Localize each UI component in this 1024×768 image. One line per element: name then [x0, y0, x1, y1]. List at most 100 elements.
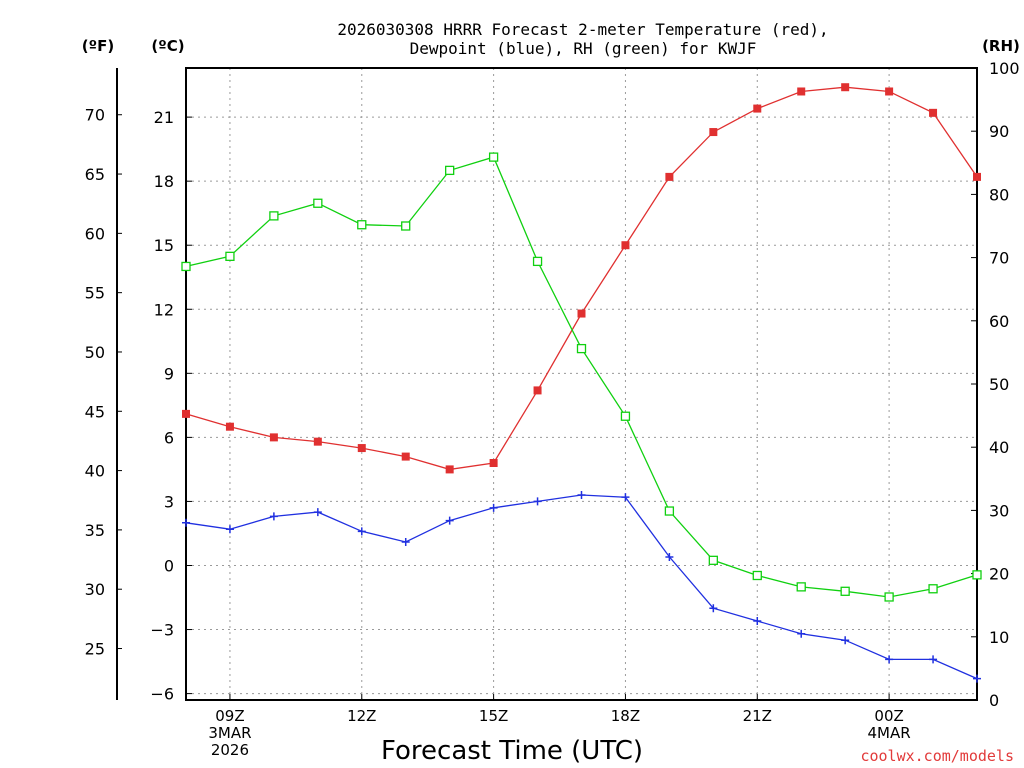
celsius-tick-label: 9: [164, 364, 174, 383]
rh-point: [532, 256, 543, 267]
rh-point: [225, 251, 235, 261]
rh-point: [664, 506, 675, 516]
rh-tick-label: 70: [989, 249, 1009, 268]
rh-point: [620, 411, 631, 421]
fahrenheit-tick-label: 45: [85, 402, 105, 421]
dewpoint-point: [621, 493, 630, 502]
celsius-tick-label: 18: [154, 172, 174, 191]
rh-tick-label: 100: [989, 59, 1020, 78]
temperature-point: [182, 409, 190, 418]
fahrenheit-tick-label: 30: [85, 580, 105, 599]
temperature-point: [797, 87, 806, 96]
temperature-point: [753, 104, 762, 113]
rh-point: [401, 221, 411, 231]
dewpoint-point: [797, 629, 806, 638]
rh-point: [576, 343, 587, 354]
temperature-point: [445, 465, 454, 474]
temperature-point: [665, 172, 674, 181]
grid-lines: [186, 68, 977, 700]
dewpoint-point: [445, 516, 454, 525]
celsius-tick-label: 12: [154, 300, 174, 319]
temperature-point: [401, 452, 410, 461]
rh-point: [840, 586, 850, 596]
rh-point: [928, 584, 938, 594]
celsius-tick-label: 21: [154, 108, 174, 127]
celsius-tick-label: −6: [150, 685, 174, 704]
temperature-point: [313, 437, 322, 446]
temperature-point: [621, 241, 630, 250]
temperature-line: [185, 86, 978, 471]
celsius-tick-label: −3: [150, 621, 174, 640]
x-tick-label: 09Z: [215, 707, 244, 725]
dewpoint-point: [973, 674, 981, 683]
dewpoint-point: [182, 518, 190, 527]
temperature-point: [709, 128, 718, 137]
rh-tick-label: 20: [989, 565, 1009, 584]
rh-point: [357, 220, 367, 230]
dewpoint-point: [665, 552, 674, 561]
celsius-tick-label: 6: [164, 428, 174, 447]
temperature-point: [885, 87, 894, 96]
x-tick-label: 21Z: [743, 707, 772, 725]
x-tick-label: 2026: [211, 741, 249, 759]
x-axis-title: Forecast Time (UTC): [381, 736, 643, 766]
celsius-tick-label: 15: [154, 236, 174, 255]
dewpoint-point: [885, 655, 894, 664]
rh-point: [884, 592, 894, 602]
rh-point: [313, 198, 323, 208]
fahrenheit-tick-label: 50: [85, 343, 105, 362]
rh-line: [185, 156, 978, 598]
rh-point: [445, 165, 455, 176]
rh-tick-label: 10: [989, 628, 1009, 647]
rh-tick-label: 90: [989, 122, 1009, 141]
fahrenheit-tick-label: 55: [85, 284, 105, 303]
rh-point: [708, 555, 718, 565]
fahrenheit-tick-label: 70: [85, 106, 105, 125]
rh-tick-label: 50: [989, 375, 1009, 394]
plot-frame: [185, 67, 978, 701]
x-tick-label: 4MAR: [868, 724, 911, 742]
fahrenheit-tick-label: 60: [85, 224, 105, 243]
fahrenheit-tick-label: 65: [85, 165, 105, 184]
chart-title-line1: 2026030308 HRRR Forecast 2-meter Tempera…: [337, 20, 828, 39]
temperature-point: [841, 83, 850, 92]
celsius-tick-label: 0: [164, 556, 174, 575]
rh-point: [752, 570, 762, 581]
x-tick-label: 12Z: [347, 707, 376, 725]
temperature-point: [929, 108, 938, 117]
x-tick-label: 00Z: [874, 707, 903, 725]
chart-title-line2: Dewpoint (blue), RH (green) for KWJF: [410, 39, 757, 58]
x-tick-label: 3MAR: [208, 724, 251, 742]
rh-point: [488, 152, 499, 162]
source-credit: coolwx.com/models: [860, 747, 1014, 765]
rh-tick-label: 0: [989, 691, 999, 710]
rh-tick-label: 80: [989, 185, 1009, 204]
celsius-tick-label: 3: [164, 492, 174, 511]
dewpoint-point: [225, 525, 234, 534]
rh-tick-label: 60: [989, 312, 1009, 331]
dewpoint-point: [269, 512, 278, 521]
fahrenheit-tick-label: 40: [85, 462, 105, 481]
rh-point: [181, 261, 191, 272]
rh-point: [972, 570, 982, 580]
dewpoint-point: [841, 636, 850, 645]
celsius-unit-label: (ºC): [151, 37, 184, 55]
x-tick-label: 15Z: [479, 707, 508, 725]
fahrenheit-tick-label: 35: [85, 521, 105, 540]
temperature-point: [225, 422, 234, 431]
temperature-point: [533, 386, 542, 395]
temperature-point: [489, 459, 498, 467]
dewpoint-point: [489, 503, 498, 512]
dewpoint-point: [577, 491, 586, 500]
dewpoint-point: [753, 617, 762, 625]
dewpoint-point: [929, 655, 938, 664]
dewpoint-point: [313, 508, 322, 517]
rh-tick-label: 30: [989, 501, 1009, 520]
dewpoint-point: [533, 497, 542, 506]
rh-tick-label: 40: [989, 438, 1009, 457]
x-tick-label: 18Z: [611, 707, 640, 725]
temperature-point: [269, 433, 278, 442]
axes: 25 30 35 40 45 50 55 60 65 70 −6 −3 0 3 6 9 12 15 18 21 0 10 2…: [85, 59, 1020, 759]
dewpoint-point: [709, 604, 718, 613]
